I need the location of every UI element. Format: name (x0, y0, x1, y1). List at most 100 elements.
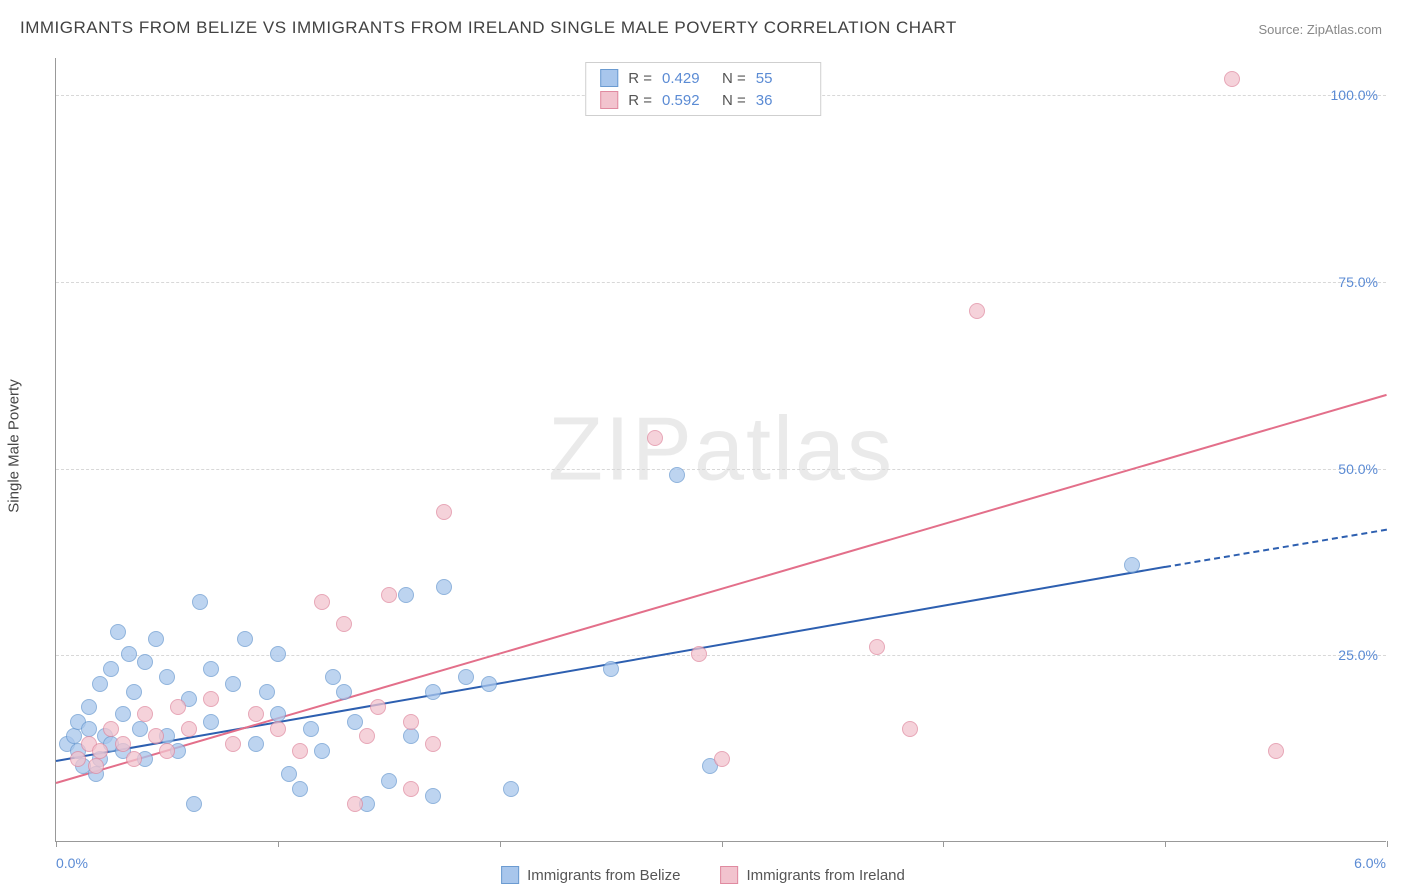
data-point (115, 706, 131, 722)
series-swatch (600, 91, 618, 109)
x-min-label: 0.0% (56, 855, 88, 871)
data-point (203, 714, 219, 730)
data-point (92, 743, 108, 759)
data-point (425, 788, 441, 804)
regression-line (1165, 528, 1387, 567)
data-point (381, 773, 397, 789)
data-point (503, 781, 519, 797)
source-link[interactable]: ZipAtlas.com (1307, 22, 1382, 37)
y-tick-label: 25.0% (1338, 647, 1378, 663)
data-point (225, 736, 241, 752)
data-point (336, 684, 352, 700)
data-point (370, 699, 386, 715)
source-attribution: Source: ZipAtlas.com (1258, 22, 1382, 37)
stats-row: R =0.429N =55 (586, 67, 820, 89)
data-point (126, 684, 142, 700)
data-point (347, 714, 363, 730)
data-point (647, 430, 663, 446)
data-point (103, 661, 119, 677)
data-point (248, 706, 264, 722)
data-point (669, 467, 685, 483)
data-point (714, 751, 730, 767)
x-tick-mark (1387, 841, 1388, 847)
data-point (270, 721, 286, 737)
data-point (126, 751, 142, 767)
y-axis-label: Single Male Poverty (6, 379, 23, 512)
x-tick-mark (500, 841, 501, 847)
r-value: 0.592 (662, 92, 712, 109)
n-label: N = (722, 70, 746, 87)
data-point (110, 624, 126, 640)
data-point (81, 699, 97, 715)
data-point (403, 781, 419, 797)
data-point (259, 684, 275, 700)
data-point (148, 631, 164, 647)
data-point (1124, 557, 1140, 573)
data-point (436, 579, 452, 595)
series-swatch (600, 69, 618, 87)
data-point (969, 303, 985, 319)
r-label: R = (628, 92, 652, 109)
r-label: R = (628, 70, 652, 87)
stats-row: R =0.592N =36 (586, 89, 820, 111)
data-point (181, 721, 197, 737)
data-point (225, 676, 241, 692)
gridline (56, 282, 1386, 283)
n-label: N = (722, 92, 746, 109)
data-point (403, 714, 419, 730)
data-point (270, 646, 286, 662)
data-point (902, 721, 918, 737)
y-tick-label: 50.0% (1338, 461, 1378, 477)
data-point (92, 676, 108, 692)
gridline (56, 655, 1386, 656)
data-point (66, 728, 82, 744)
chart-title: IMMIGRANTS FROM BELIZE VS IMMIGRANTS FRO… (20, 18, 957, 38)
data-point (159, 743, 175, 759)
data-point (314, 743, 330, 759)
data-point (425, 736, 441, 752)
data-point (347, 796, 363, 812)
data-point (186, 796, 202, 812)
data-point (603, 661, 619, 677)
data-point (292, 781, 308, 797)
data-point (359, 728, 375, 744)
n-value: 55 (756, 70, 806, 87)
watermark: ZIPatlas (548, 398, 894, 501)
data-point (203, 661, 219, 677)
data-point (292, 743, 308, 759)
data-point (70, 751, 86, 767)
data-point (203, 691, 219, 707)
regression-line (56, 394, 1388, 784)
data-point (137, 654, 153, 670)
data-point (1268, 743, 1284, 759)
x-tick-mark (722, 841, 723, 847)
x-max-label: 6.0% (1354, 855, 1386, 871)
data-point (458, 669, 474, 685)
gridline (56, 469, 1386, 470)
data-point (425, 684, 441, 700)
data-point (314, 594, 330, 610)
legend-item: Immigrants from Ireland (720, 866, 904, 884)
data-point (691, 646, 707, 662)
legend-label: Immigrants from Belize (527, 867, 680, 884)
data-point (170, 699, 186, 715)
data-point (192, 594, 208, 610)
series-legend: Immigrants from Belize Immigrants from Ir… (501, 866, 905, 884)
data-point (436, 504, 452, 520)
source-prefix: Source: (1258, 22, 1306, 37)
correlation-stats-box: R =0.429N =55R =0.592N =36 (585, 62, 821, 116)
data-point (398, 587, 414, 603)
y-tick-label: 75.0% (1338, 274, 1378, 290)
x-tick-mark (56, 841, 57, 847)
data-point (121, 646, 137, 662)
data-point (148, 728, 164, 744)
data-point (481, 676, 497, 692)
legend-label: Immigrants from Ireland (746, 867, 904, 884)
data-point (137, 706, 153, 722)
legend-swatch (720, 866, 738, 884)
data-point (159, 669, 175, 685)
data-point (115, 736, 131, 752)
data-point (281, 766, 297, 782)
x-tick-mark (1165, 841, 1166, 847)
data-point (869, 639, 885, 655)
